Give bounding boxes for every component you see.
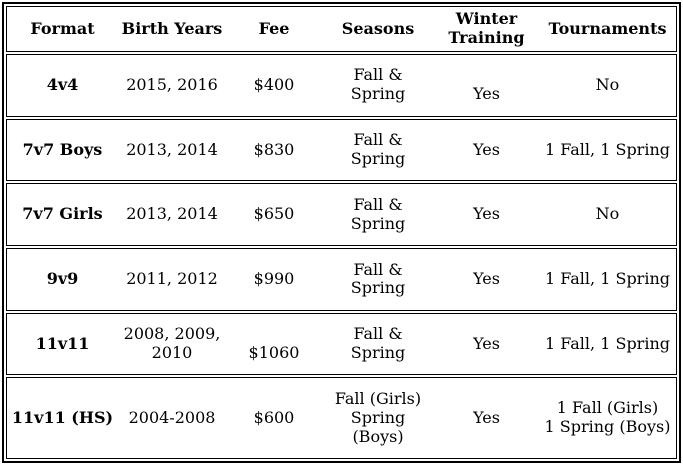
cell-seasons: Fall & Spring: [350, 259, 406, 298]
cell-birth-years: 2008, 2009, 2010: [123, 324, 221, 363]
cell-birth-years: 2004-2008: [128, 407, 216, 427]
cell-birth-years: 2013, 2014: [126, 139, 218, 159]
cell-winter-training: Yes: [473, 333, 500, 353]
cell-format: 9v9: [46, 268, 79, 288]
cell-format: 7v7 Boys: [22, 139, 103, 159]
cell-fee: $990: [253, 268, 295, 288]
cell-winter-training: Yes: [473, 83, 500, 103]
cell-birth-years: 2011, 2012: [126, 268, 218, 288]
cell-birth-years: 2013, 2014: [126, 204, 218, 224]
column-header-tournaments: Tournaments: [548, 18, 667, 38]
table-row: 11v11 2008, 2009, 2010 $1060 Fall & Spri…: [6, 312, 677, 376]
column-header-seasons: Seasons: [341, 18, 415, 38]
cell-winter-training: Yes: [473, 407, 500, 427]
cell-fee: $650: [253, 204, 295, 224]
cell-fee: $830: [253, 139, 295, 159]
cell-seasons: Fall & Spring: [350, 130, 406, 169]
table-row: 7v7 Girls 2013, 2014 $650 Fall & Spring …: [6, 183, 677, 247]
cell-fee: $600: [253, 407, 295, 427]
cell-seasons: Fall (Girls) Spring (Boys): [334, 388, 422, 446]
cell-seasons: Fall & Spring: [350, 324, 406, 363]
column-header-winter-training: Winter Training: [448, 9, 525, 47]
cell-tournaments: 1 Fall (Girls) 1 Spring (Boys): [544, 398, 671, 437]
cell-birth-years: 2015, 2016: [126, 74, 218, 94]
table-row: 11v11 (HS) 2004-2008 $600 Fall (Girls) S…: [6, 377, 677, 459]
cell-format: 7v7 Girls: [22, 204, 103, 224]
cell-tournaments: No: [595, 204, 620, 224]
column-header-fee: Fee: [258, 18, 290, 38]
cell-format: 4v4: [46, 74, 79, 94]
cell-tournaments: 1 Fall, 1 Spring: [544, 333, 670, 353]
cell-winter-training: Yes: [473, 268, 500, 288]
cell-tournaments: 1 Fall, 1 Spring: [544, 268, 670, 288]
cell-winter-training: Yes: [473, 139, 500, 159]
cell-format: 11v11: [35, 333, 90, 353]
cell-seasons: Fall & Spring: [350, 194, 406, 233]
pricing-table: Format Birth Years Fee Seasons Winter Tr…: [2, 2, 681, 463]
cell-tournaments: 1 Fall, 1 Spring: [544, 139, 670, 159]
column-header-format: Format: [30, 18, 95, 38]
cell-format: 11v11 (HS): [11, 407, 114, 427]
table-header-row: Format Birth Years Fee Seasons Winter Tr…: [6, 6, 677, 52]
column-header-birth-years: Birth Years: [121, 18, 223, 38]
cell-fee: $1060: [248, 342, 300, 362]
table-row: 9v9 2011, 2012 $990 Fall & Spring Yes 1 …: [6, 248, 677, 311]
cell-tournaments: No: [595, 74, 620, 94]
table-row: 4v4 2015, 2016 $400 Fall & Spring Yes No: [6, 54, 677, 117]
cell-winter-training: Yes: [473, 204, 500, 224]
cell-seasons: Fall & Spring: [350, 65, 406, 104]
cell-fee: $400: [253, 74, 295, 94]
table-row: 7v7 Boys 2013, 2014 $830 Fall & Spring Y…: [6, 118, 677, 182]
